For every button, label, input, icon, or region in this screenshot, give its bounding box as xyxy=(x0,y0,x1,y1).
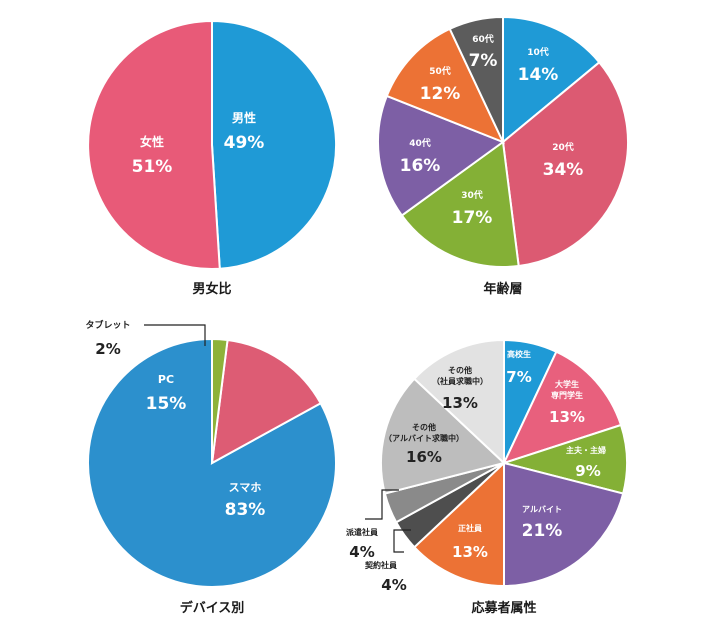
pie-slice-その他社員求職中 xyxy=(412,338,505,466)
pie-slice-20代 xyxy=(501,60,629,268)
pie-slice-アルバイト xyxy=(503,461,625,588)
slice-label-大学生専門学生: 大学生専門学生 xyxy=(551,379,583,400)
slice-label-50代: 50代 xyxy=(429,65,451,77)
data-label-派遣社員: 4% xyxy=(349,543,374,561)
pie-slice-正社員 xyxy=(412,460,505,588)
data-label-高校生: 7% xyxy=(506,368,531,386)
slice-label-女性: 女性 xyxy=(140,134,164,149)
leader-line-契約社員 xyxy=(393,529,411,553)
leader-line-派遣社員 xyxy=(365,489,399,520)
slice-label-その他アルバイト求職中: その他（アルバイト求職中） xyxy=(384,422,464,443)
pie-slice-大学生専門学生 xyxy=(502,350,623,465)
slice-label-PC: PC xyxy=(158,373,174,386)
data-label-男性: 49% xyxy=(224,133,265,153)
pie-chart-年齢層: 10代 14% 20代 34% 30代 17% 40代 16% 50代 12% 60代 7% 年齢層 xyxy=(377,15,629,297)
data-label-正社員: 13% xyxy=(452,543,488,561)
pie-slice-男性 xyxy=(211,19,338,270)
pie-slice-タブレット xyxy=(211,337,229,464)
pie-slice-60代 xyxy=(448,15,504,143)
slice-label-スマホ: スマホ xyxy=(229,481,262,494)
pie-slice-女性 xyxy=(87,19,221,270)
data-label-PC: 15% xyxy=(146,394,187,414)
data-label-その他社員求職中: 13% xyxy=(442,394,478,412)
data-label-その他アルバイト求職中: 16% xyxy=(406,448,442,466)
data-label-40代: 16% xyxy=(400,156,441,176)
pie-slice-50代 xyxy=(385,27,505,144)
chart-title: 年齢層 xyxy=(483,281,522,297)
pie-slice-10代 xyxy=(502,15,601,145)
data-label-大学生専門学生: 13% xyxy=(549,408,585,426)
slice-label-60代: 60代 xyxy=(472,33,494,45)
slice-label-40代: 40代 xyxy=(409,137,431,149)
data-label-30代: 17% xyxy=(452,208,493,228)
data-label-スマホ: 83% xyxy=(225,500,266,520)
slice-label-20代: 20代 xyxy=(552,141,574,153)
pie-chart-デバイス別: スマホ 83% PC 15% タブレット 2% デバイス別 xyxy=(85,319,337,616)
chart-title: 応募者属性 xyxy=(471,600,536,616)
pie-slice-40代 xyxy=(377,94,506,217)
data-label-女性: 51% xyxy=(132,157,173,177)
pie-slice-その他アルバイト求職中 xyxy=(380,377,507,495)
data-label-アルバイト: 21% xyxy=(522,521,563,541)
slice-label-派遣社員: 派遣社員 xyxy=(346,527,378,537)
chart-title: デバイス別 xyxy=(180,600,245,616)
slice-label-アルバイト: アルバイト xyxy=(522,505,562,514)
slice-label-正社員: 正社員 xyxy=(458,523,482,533)
slice-label-主夫主婦: 主夫・主婦 xyxy=(566,445,606,455)
slice-label-タブレット: タブレット xyxy=(85,319,130,331)
slice-label-30代: 30代 xyxy=(461,189,483,201)
slice-label-その他社員求職中: その他（社員求職中） xyxy=(432,365,488,386)
slice-label-契約社員: 契約社員 xyxy=(364,560,397,570)
slice-label-10代: 10代 xyxy=(527,46,549,58)
data-label-契約社員: 4% xyxy=(381,576,406,594)
chart-title: 男女比 xyxy=(192,281,231,297)
pie-slice-PC xyxy=(210,338,323,465)
leader-line-タブレット xyxy=(144,324,206,346)
data-label-50代: 12% xyxy=(420,84,461,104)
data-label-10代: 14% xyxy=(518,65,559,85)
data-label-20代: 34% xyxy=(543,160,584,180)
slice-label-男性: 男性 xyxy=(232,110,256,125)
data-label-主夫主婦: 9% xyxy=(575,462,600,480)
data-label-60代: 7% xyxy=(469,51,498,71)
pie-slice-30代 xyxy=(400,140,520,268)
pie-chart-応募者属性: 高校生 7% 大学生専門学生 13% 主夫・主婦 9% アルバイト 21% 正社員 13% 契約社員… xyxy=(346,338,628,616)
data-label-タブレット: 2% xyxy=(95,340,120,358)
slice-label-高校生: 高校生 xyxy=(507,349,531,359)
pie-chart-男女比: 男性 49% 女性 51% 男女比 xyxy=(87,19,338,297)
